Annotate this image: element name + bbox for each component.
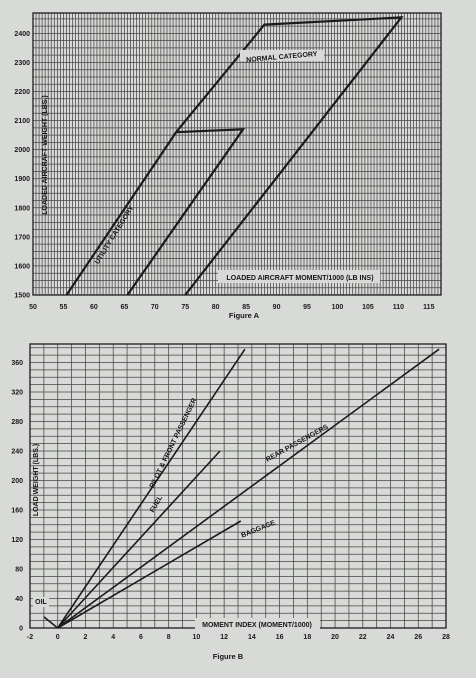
series-line-pilot-front-passenger (57, 348, 246, 629)
y-tick-label: 360 (11, 360, 23, 367)
x-tick-label: 8 (167, 634, 171, 641)
x-tick-label: 14 (248, 634, 256, 641)
series-group (65, 16, 404, 296)
x-tick-label: 95 (303, 304, 311, 311)
x-tick-label: 55 (60, 304, 68, 311)
series-label-baggage: BAGGAGE (240, 519, 276, 539)
x-tick-label: 85 (242, 304, 250, 311)
series-label-oil: OIL (35, 599, 47, 606)
x-tick-label: 28 (442, 634, 450, 641)
x-tick-label: 115 (423, 304, 434, 311)
x-tick-label: 50 (29, 304, 37, 311)
x-tick-label: 100 (332, 304, 344, 311)
y-tick-label: 1800 (14, 205, 30, 212)
x-tick-label: 16 (276, 634, 284, 641)
tick-labels: 50 55 60 65 70 75 80 85 90 95 100 105 110 115 1500 1600… (14, 31, 434, 311)
x-tick-label: 105 (362, 304, 374, 311)
series-line-oil (43, 616, 59, 629)
series-line-fuel (57, 450, 221, 629)
y-tick-label: 240 (11, 448, 23, 455)
x-tick-label: 60 (90, 304, 98, 311)
x-tick-label: 4 (111, 634, 115, 641)
oil-label-bg (33, 597, 49, 607)
y-tick-label: 2300 (14, 60, 30, 67)
x-tick-label: 110 (393, 304, 404, 311)
tick-labels: -2 0 2 4 6 8 10 12 14 16 18 20 22 24 26 280408012016020… (11, 360, 450, 641)
y-tick-label: 2400 (14, 31, 30, 38)
series-group (43, 348, 440, 629)
x-axis-label-bg (218, 270, 380, 283)
plot-frame (32, 12, 442, 296)
x-tick-label: 6 (139, 634, 143, 641)
y-tick-label: 1900 (14, 176, 30, 183)
x-tick-label: 24 (387, 634, 395, 641)
series-line-utility-category (65, 128, 246, 296)
y-axis-label: LOADED AIRCRAFT WEIGHT (LBS.) (42, 95, 49, 215)
x-tick-label: 20 (331, 634, 339, 641)
y-tick-label: 120 (11, 537, 23, 544)
x-axis-label: LOADED AIRCRAFT MOMENT/1000 (LB INS) (226, 275, 373, 282)
x-tick-label: 26 (414, 634, 422, 641)
y-tick-label: 2100 (14, 118, 30, 125)
x-tick-label: 12 (220, 634, 228, 641)
y-tick-label: 160 (11, 507, 23, 514)
chart-a: 50 55 60 65 70 75 80 85 90 95 100 105 110 115 1500 1600… (14, 12, 442, 320)
y-tick-label: 280 (11, 419, 23, 426)
x-tick-label: 22 (359, 634, 367, 641)
x-axis-label: MOMENT INDEX (MOMENT/1000) (202, 622, 312, 629)
y-tick-label: 2200 (14, 89, 30, 96)
x-tick-label: 10 (193, 634, 201, 641)
y-tick-label: 1700 (14, 234, 30, 241)
x-tick-label: 18 (303, 634, 311, 641)
x-axis-label-bg (195, 618, 320, 630)
y-tick-label: 40 (15, 596, 23, 603)
y-tick-label: 320 (11, 389, 23, 396)
series-line-rear-passengers (57, 348, 440, 629)
x-tick-label: 0 (56, 634, 60, 641)
y-tick-label: 2000 (14, 147, 30, 154)
x-tick-label: 90 (273, 304, 281, 311)
series-label-fuel: FUEL (149, 494, 165, 514)
series-line-normal-category (175, 16, 404, 296)
x-tick-label: 80 (212, 304, 220, 311)
y-tick-label: 1500 (14, 293, 30, 300)
x-tick-label: 65 (120, 304, 128, 311)
y-tick-label: 200 (11, 478, 23, 485)
x-tick-label: 75 (181, 304, 189, 311)
series-label-bg (240, 50, 324, 61)
figure-caption: Figure A (229, 311, 260, 320)
y-tick-label: 0 (19, 626, 23, 633)
y-tick-label: 1600 (14, 263, 30, 270)
gridlines (29, 344, 447, 629)
x-tick-label: 2 (84, 634, 88, 641)
y-axis-label: LOAD WEIGHT (LBS.) (33, 444, 40, 516)
chart-b: -2 0 2 4 6 8 10 12 14 16 18 20 22 24 26 280408012016020… (11, 343, 450, 661)
x-tick-label: 70 (151, 304, 159, 311)
series-line-baggage (57, 520, 242, 629)
figure-caption: Figure B (213, 652, 244, 661)
y-tick-label: 80 (15, 566, 23, 573)
x-tick-label: -2 (27, 634, 33, 641)
